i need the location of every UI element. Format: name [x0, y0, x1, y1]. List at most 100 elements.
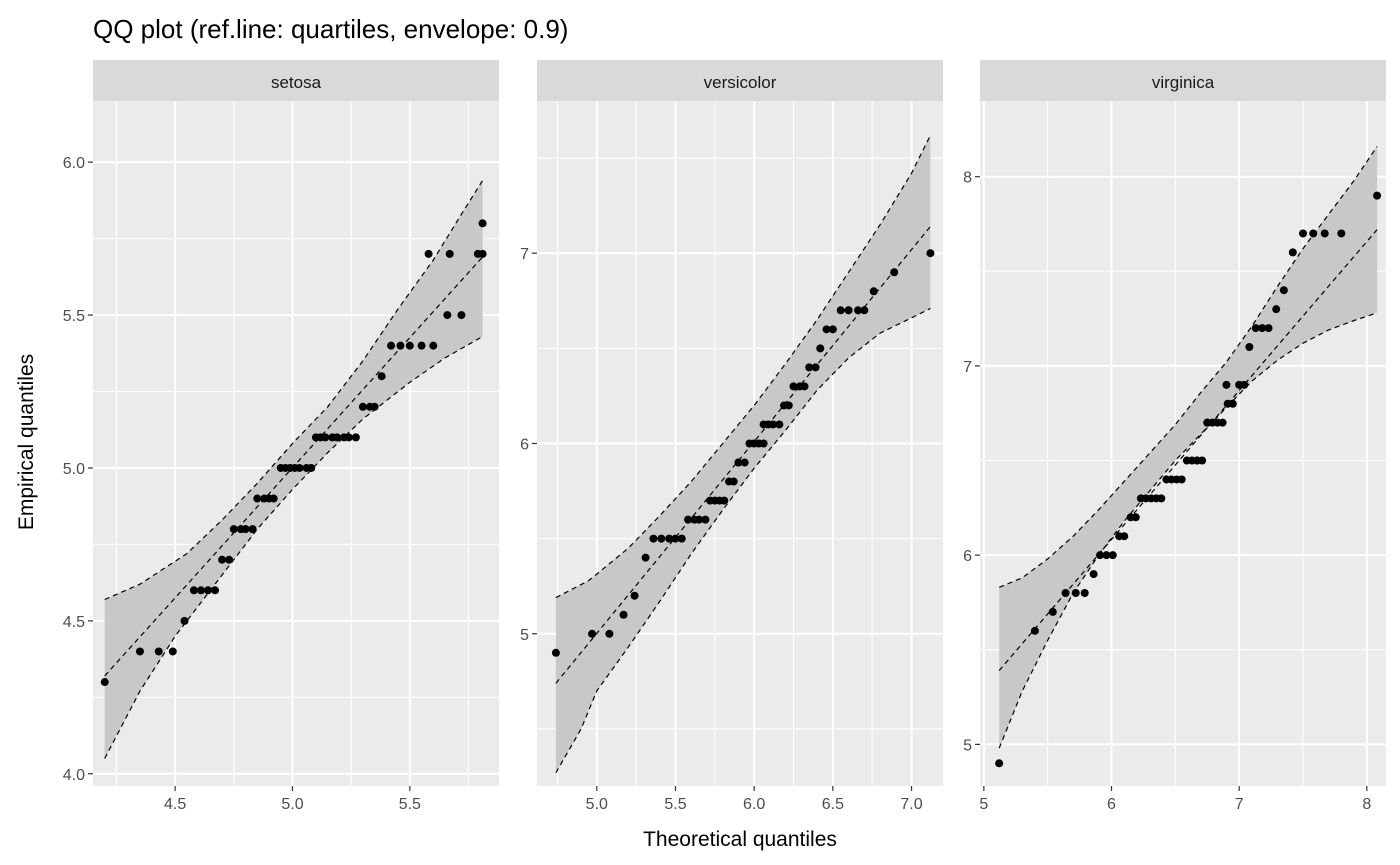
data-point — [1309, 229, 1318, 238]
data-point — [196, 586, 205, 595]
data-point — [729, 477, 738, 486]
data-point — [1108, 551, 1117, 560]
y-tick-label: 6 — [520, 437, 529, 454]
data-point — [784, 401, 793, 410]
data-point — [307, 463, 316, 472]
strip-virginica — [980, 60, 1386, 101]
data-point — [1299, 229, 1308, 238]
data-point — [869, 287, 878, 296]
data-point — [811, 363, 820, 372]
data-point — [775, 420, 784, 429]
data-point — [424, 249, 433, 258]
data-point — [351, 433, 360, 442]
data-point — [890, 268, 899, 277]
y-tick-label: 5.0 — [63, 461, 85, 478]
data-point — [1089, 570, 1098, 579]
data-point — [789, 382, 798, 391]
y-axis-title: Empirical quantiles — [15, 354, 38, 530]
envelope-upper-line-setosa — [104, 180, 484, 601]
data-point — [588, 629, 597, 638]
data-point — [701, 515, 710, 524]
y-tick-label: 7 — [963, 359, 972, 376]
y-tick-label: 6.0 — [63, 155, 85, 172]
data-point — [854, 306, 863, 315]
data-point — [720, 496, 729, 505]
data-point — [445, 249, 454, 258]
data-point — [269, 494, 278, 503]
data-point — [387, 341, 396, 350]
x-tick-label: 5.0 — [586, 796, 608, 813]
x-tick-label: 6 — [1107, 796, 1116, 813]
data-point — [370, 402, 379, 411]
y-tick-label: 5 — [963, 737, 972, 754]
data-point — [677, 534, 686, 543]
data-point — [1120, 532, 1129, 541]
data-point — [1373, 191, 1382, 200]
data-point — [759, 439, 768, 448]
data-point — [1240, 380, 1249, 389]
data-point — [828, 325, 837, 334]
data-point — [1096, 551, 1105, 560]
x-tick-label: 7 — [1235, 796, 1244, 813]
data-point — [377, 372, 386, 381]
data-point — [203, 586, 212, 595]
x-tick-label: 7.0 — [900, 796, 922, 813]
data-point — [671, 534, 680, 543]
data-point — [100, 678, 109, 687]
data-point — [816, 344, 825, 353]
data-point — [995, 759, 1004, 768]
strip-label-versicolor: versicolor — [704, 73, 777, 92]
strip-label-setosa: setosa — [271, 73, 322, 92]
data-point — [836, 306, 845, 315]
data-point — [211, 586, 220, 595]
data-point — [1193, 456, 1202, 465]
data-point — [478, 219, 487, 228]
data-point — [321, 433, 330, 442]
data-point — [1288, 248, 1297, 257]
data-point — [295, 463, 304, 472]
strip-label-virginica: virginica — [1152, 73, 1215, 92]
x-tick-label: 5.5 — [664, 796, 686, 813]
data-point — [478, 249, 487, 258]
data-point — [1157, 494, 1166, 503]
data-point — [1251, 324, 1260, 333]
strip-versicolor — [537, 60, 943, 101]
data-point — [630, 591, 639, 600]
data-point — [665, 534, 674, 543]
chart-title: QQ plot (ref.line: quartiles, envelope: … — [93, 14, 568, 44]
y-tick-label: 7 — [520, 246, 529, 263]
envelope-upper-line-versicolor — [555, 135, 931, 599]
data-point — [154, 647, 163, 656]
data-point — [1272, 305, 1281, 314]
y-tick-label: 4.0 — [63, 767, 85, 784]
data-point — [1131, 513, 1140, 522]
data-point — [180, 616, 189, 625]
reference-line-virginica — [998, 229, 1378, 671]
data-point — [1080, 588, 1089, 597]
data-point — [684, 515, 693, 524]
data-point — [443, 311, 452, 320]
x-tick-label: 6.0 — [743, 796, 765, 813]
data-point — [358, 402, 367, 411]
x-tick-label: 8 — [1362, 796, 1371, 813]
data-point — [822, 325, 831, 334]
data-point — [800, 382, 809, 391]
data-point — [844, 306, 853, 315]
data-point — [229, 525, 238, 534]
envelope-band-virginica — [999, 146, 1378, 749]
envelope-lower-line-versicolor — [555, 307, 931, 773]
data-point — [333, 433, 342, 442]
data-point — [457, 311, 466, 320]
panel-setosa: setosa 4.0 4.5 5.0 5.5 6.0 4.5 5.0 5.5 — [63, 60, 499, 813]
data-point — [657, 534, 666, 543]
data-point — [189, 586, 198, 595]
data-point — [805, 363, 814, 372]
data-point — [1245, 342, 1254, 351]
data-point — [734, 458, 743, 467]
data-point — [1337, 229, 1346, 238]
data-point — [344, 433, 353, 442]
envelope-lower-line-virginica — [998, 312, 1378, 749]
data-point — [926, 249, 935, 258]
